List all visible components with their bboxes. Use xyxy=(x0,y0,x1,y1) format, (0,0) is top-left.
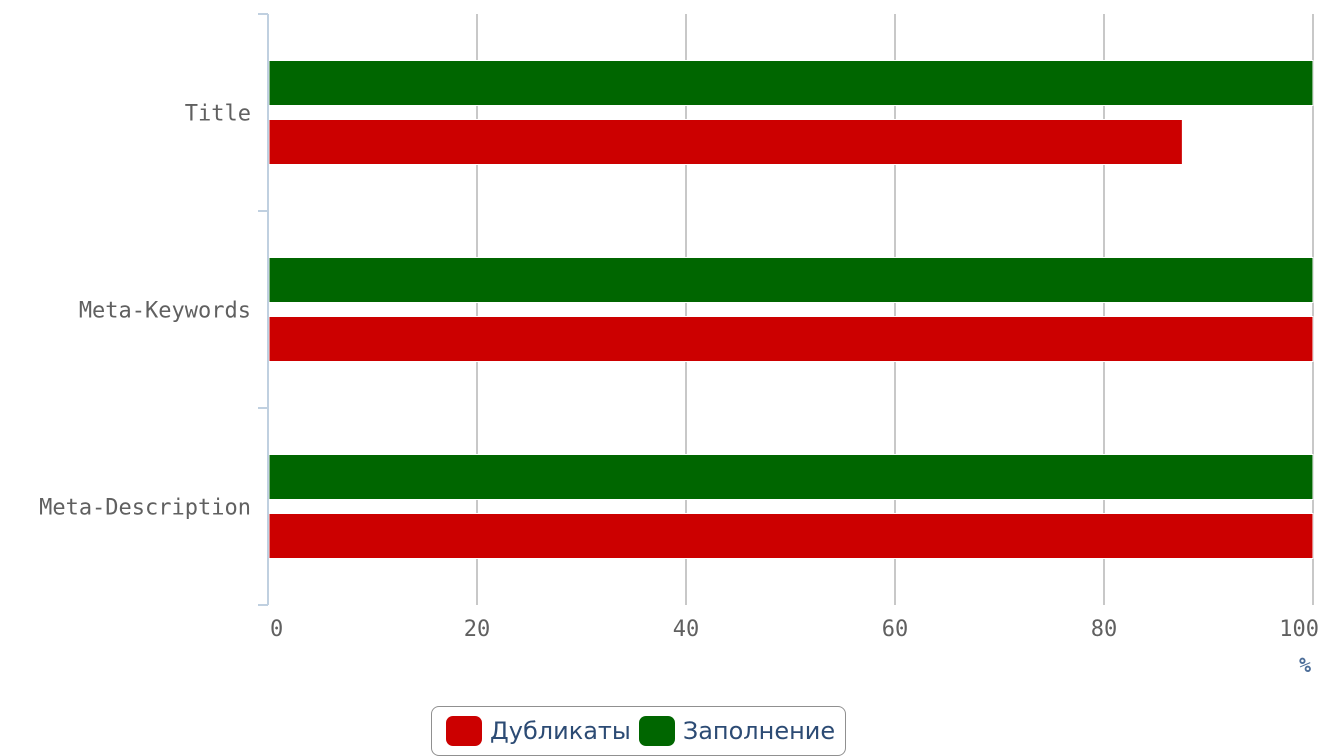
category-label: Meta-Description xyxy=(39,496,251,521)
bar-duplicates-meta-keywords[interactable] xyxy=(268,316,1314,362)
x-tick-label: 60 xyxy=(882,617,909,642)
bar-duplicates-title[interactable] xyxy=(268,119,1183,165)
category-labels: Title Meta-Keywords Meta-Description xyxy=(39,102,251,521)
bar-filled-meta-keywords[interactable] xyxy=(268,257,1314,303)
legend-swatch-duplicates xyxy=(446,716,482,746)
legend-item-duplicates[interactable]: Дубликаты xyxy=(446,716,631,746)
bars xyxy=(268,60,1314,559)
legend-swatch-filled xyxy=(638,716,675,746)
x-tick-label: 40 xyxy=(673,617,700,642)
x-tick-label: 0 xyxy=(270,617,283,642)
grid-lines xyxy=(476,14,1314,605)
bar-chart: Title Meta-Keywords Meta-Description 0 20 40… xyxy=(39,13,1319,677)
x-axis-unit-label: % xyxy=(1299,653,1311,677)
x-tick-labels: 0 20 40 60 80 100 xyxy=(270,617,1319,642)
bar-filled-meta-description[interactable] xyxy=(268,454,1314,500)
bar-filled-title[interactable] xyxy=(268,60,1314,106)
category-label: Meta-Keywords xyxy=(79,299,251,324)
legend-label-filled: Заполнение xyxy=(682,717,836,745)
x-tick-label: 80 xyxy=(1091,617,1118,642)
x-tick-label: 100 xyxy=(1279,617,1319,642)
legend: Дубликаты Заполнение xyxy=(431,706,847,756)
category-label: Title xyxy=(185,102,251,127)
y-axis xyxy=(258,13,269,606)
x-tick-label: 20 xyxy=(464,617,491,642)
legend-item-filled[interactable]: Заполнение xyxy=(638,716,836,746)
legend-label-duplicates: Дубликаты xyxy=(490,717,631,745)
bar-duplicates-meta-description[interactable] xyxy=(268,513,1314,559)
